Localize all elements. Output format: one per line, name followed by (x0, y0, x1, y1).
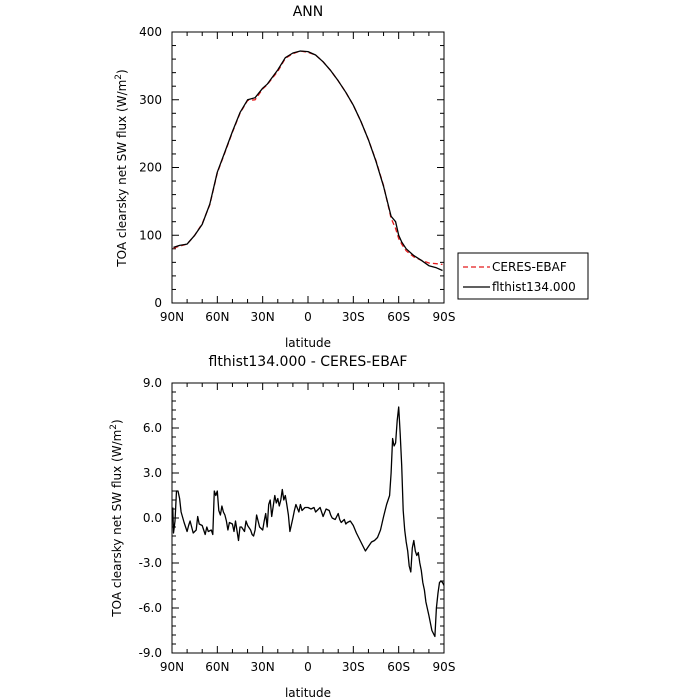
chart1-series-0-line (172, 406, 445, 638)
chart0-x-tick-label: 30N (251, 310, 275, 324)
top-panel: ANN 90N 60N 30N 0 30S 60S 90S 0 100 200 300 400 lat… (114, 4, 589, 350)
chart0-series-0-line (173, 50, 443, 266)
bottom-plot-area: 90N 60N 30N 0 30S 60S 90S -9.0 -6.0 -3.0 0.0 3.0 6.0… (139, 376, 456, 674)
chart0-series-1-line (173, 50, 443, 272)
top-y-axis-label-superscript: 2 (114, 74, 124, 80)
chart0-plot-frame (171, 31, 445, 304)
bottom-y-axis-label-main: TOA clearsky net SW flux (W/m (110, 430, 124, 618)
bottom-chart-title: flthist134.000 - CERES-EBAF (209, 354, 408, 370)
chart1-y-tick-label: -9.0 (139, 646, 162, 660)
chart0-y-tick-label: 200 (139, 161, 162, 175)
legend-label-ceres-ebaf: CERES-EBAF (492, 260, 567, 274)
bottom-x-axis-label: latitude (285, 686, 331, 700)
chart1-x-tick-label: 0 (304, 660, 312, 674)
bottom-panel: flthist134.000 - CERES-EBAF 90N 60N 30N 0 30… (109, 354, 455, 700)
top-y-axis-label-main: TOA clearsky net SW flux (W/m (115, 80, 129, 268)
chart0-y-tick-label: 100 (139, 228, 162, 242)
top-x-axis-label: latitude (285, 336, 331, 350)
chart0-y-tick-label: 400 (139, 25, 162, 39)
bottom-y-axis-label-superscript: 2 (109, 424, 119, 430)
chart0-x-tick-label: 90N (160, 310, 184, 324)
chart1-y-tick-label: 6.0 (143, 421, 162, 435)
top-y-axis-label: TOA clearsky net SW flux (W/m2) (114, 69, 129, 267)
chart1-y-tick-label: 0.0 (143, 511, 162, 525)
legend-label-flthist134: flthist134.000 (492, 280, 576, 294)
chart1-y-tick-label: 3.0 (143, 466, 162, 480)
chart0-y-tick-label: 0 (154, 296, 162, 310)
chart1-x-tick-label: 60S (387, 660, 410, 674)
chart1-x-tick-label: 90S (433, 660, 456, 674)
legend-box (457, 252, 589, 300)
chart0-x-tick-label: 90S (433, 310, 456, 324)
top-chart-title: ANN (293, 4, 324, 20)
chart0-x-tick-label: 60N (205, 310, 229, 324)
chart1-y-tick-label: 9.0 (143, 376, 162, 390)
top-y-axis-label-suffix: ) (115, 69, 129, 74)
chart1-x-tick-label: 30S (342, 660, 365, 674)
chart0-y-tick-label: 300 (139, 93, 162, 107)
chart0-x-tick-label: 0 (304, 310, 312, 324)
top-plot-area: 90N 60N 30N 0 30S 60S 90S 0 100 200 300 400 (139, 25, 455, 324)
chart1-x-tick-label: 60N (205, 660, 229, 674)
chart1-y-tick-label: -6.0 (139, 601, 162, 615)
bottom-y-axis-label: TOA clearsky net SW flux (W/m2) (109, 419, 124, 617)
bottom-y-axis-label-suffix: ) (110, 419, 124, 424)
chart0-x-tick-label: 30S (342, 310, 365, 324)
chart1-y-tick-label: -3.0 (139, 556, 162, 570)
legend: CERES-EBAF flthist134.000 (457, 252, 589, 300)
chart0-x-tick-label: 60S (387, 310, 410, 324)
chart1-x-tick-label: 90N (160, 660, 184, 674)
chart1-x-tick-label: 30N (251, 660, 275, 674)
